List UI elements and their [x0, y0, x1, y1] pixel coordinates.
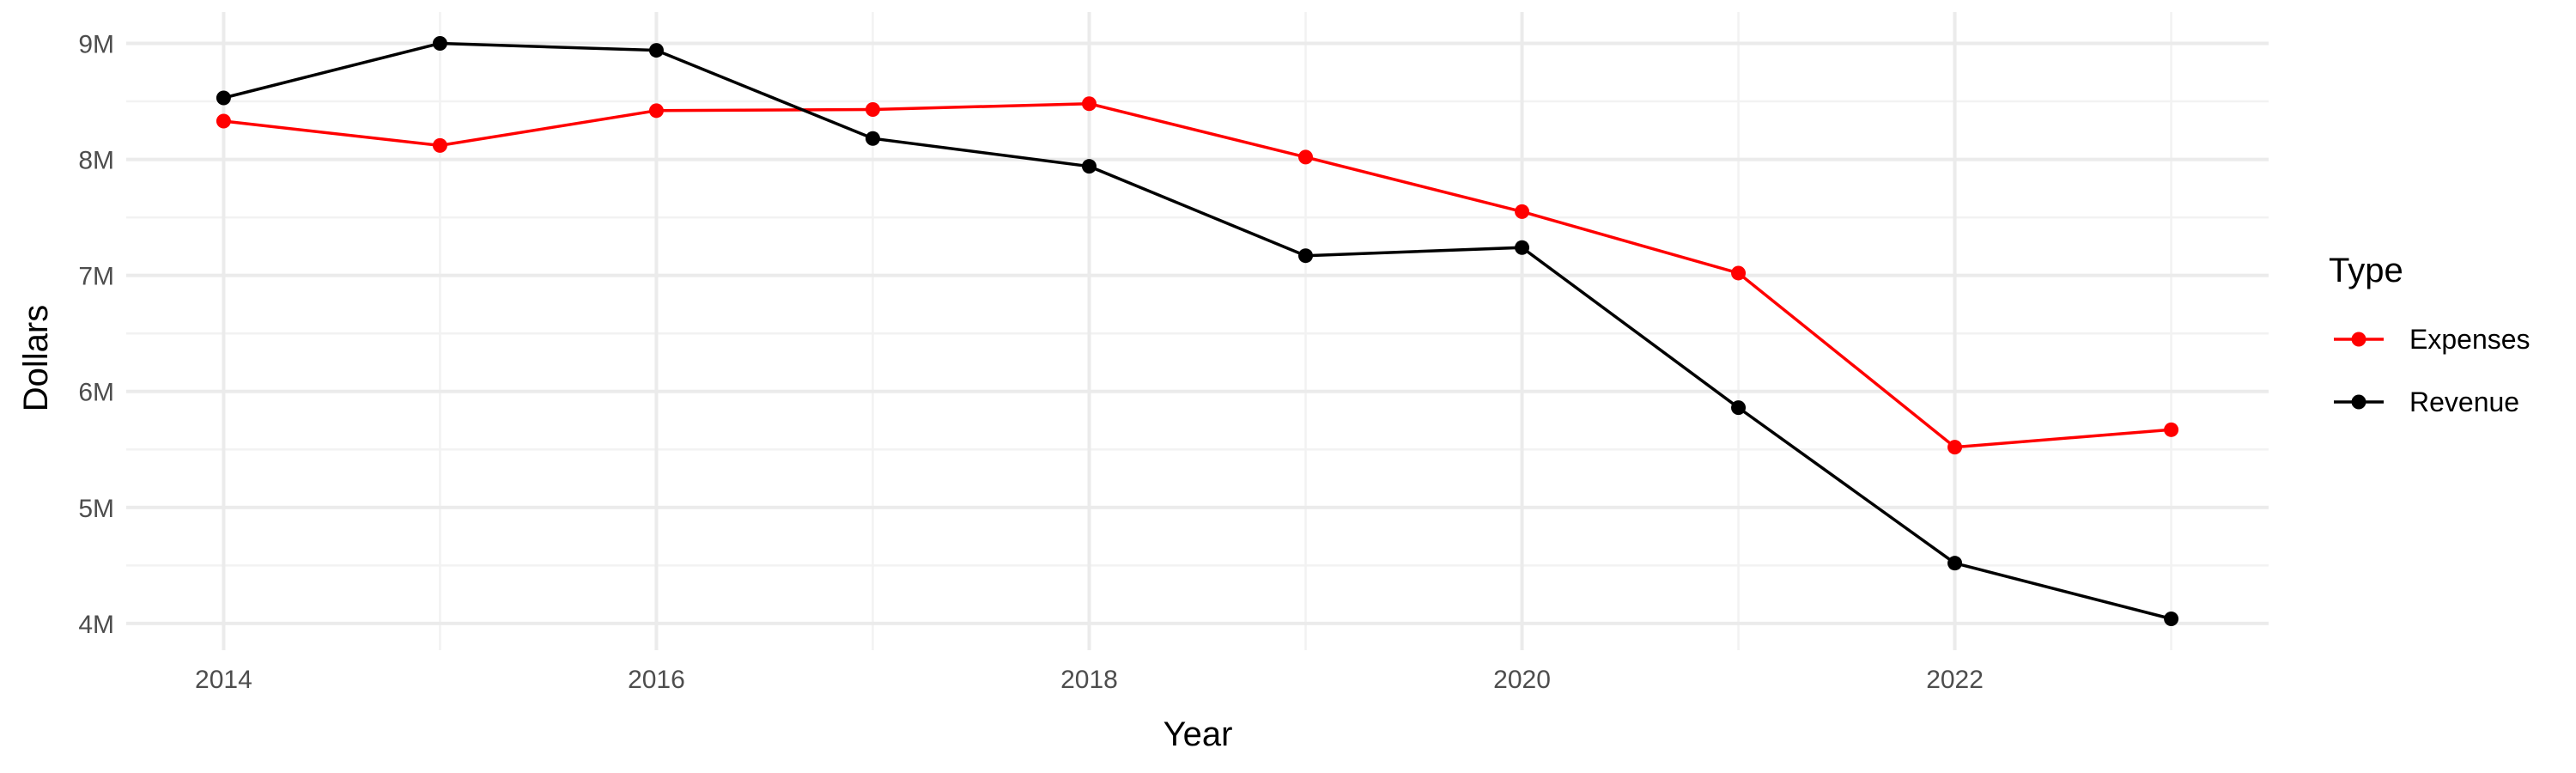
- y-tick-label: 4M: [78, 611, 114, 639]
- expenses-line: [223, 101, 2172, 449]
- x-tick-label: 2020: [1493, 666, 1551, 694]
- legend-label-expenses: Expenses: [2409, 324, 2530, 355]
- legend-title: Type: [2329, 252, 2403, 289]
- series-lines: [222, 41, 2172, 621]
- legend-key-revenue-point: [2351, 394, 2366, 410]
- revenue-point: [1731, 400, 1747, 416]
- x-axis-title: Year: [1163, 715, 1233, 753]
- expenses-point: [1947, 440, 1963, 455]
- legend-key-expenses-point: [2351, 332, 2366, 347]
- legend-label-revenue: Revenue: [2409, 386, 2519, 417]
- minor-gridlines: [126, 12, 2269, 650]
- y-tick-label: 5M: [78, 495, 114, 523]
- expenses-point: [432, 137, 447, 153]
- major-gridlines: [126, 12, 2269, 650]
- expenses-point: [2164, 422, 2179, 437]
- revenue-point: [1947, 556, 1963, 571]
- series-points: [216, 35, 2179, 627]
- y-tick-label: 8M: [78, 147, 114, 175]
- y-tick-label: 9M: [78, 30, 114, 58]
- expenses-point: [216, 113, 231, 129]
- y-tick-label: 6M: [78, 379, 114, 407]
- expenses-point: [865, 101, 880, 117]
- legend-items: Expenses Revenue: [2334, 324, 2530, 417]
- legend: Type Expenses Revenue: [2329, 252, 2530, 417]
- revenue-point: [2164, 612, 2179, 627]
- expenses-point: [648, 103, 664, 119]
- expenses-point: [1515, 204, 1530, 219]
- revenue-point: [1298, 248, 1314, 264]
- y-tick-label: 7M: [78, 263, 114, 291]
- expenses-point: [1298, 149, 1314, 165]
- y-axis-tick-labels: 4M 5M 6M 7M 8M 9M: [78, 30, 114, 638]
- x-tick-label: 2022: [1926, 666, 1984, 694]
- x-tick-label: 2016: [628, 666, 685, 694]
- x-tick-label: 2018: [1060, 666, 1118, 694]
- revenue-point: [648, 43, 664, 58]
- expenses-point: [1081, 96, 1097, 112]
- revenue-point: [1515, 240, 1530, 255]
- revenue-point: [216, 90, 231, 106]
- x-axis-tick-labels: 2014 2016 2018 2020 2022: [195, 666, 1984, 694]
- revenue-point: [1081, 159, 1097, 174]
- revenue-line: [222, 41, 2172, 621]
- revenue-point: [865, 131, 880, 146]
- revenue-point: [432, 35, 447, 51]
- x-tick-label: 2014: [195, 666, 252, 694]
- expenses-point: [1731, 265, 1747, 281]
- y-axis-title: Dollars: [17, 305, 55, 411]
